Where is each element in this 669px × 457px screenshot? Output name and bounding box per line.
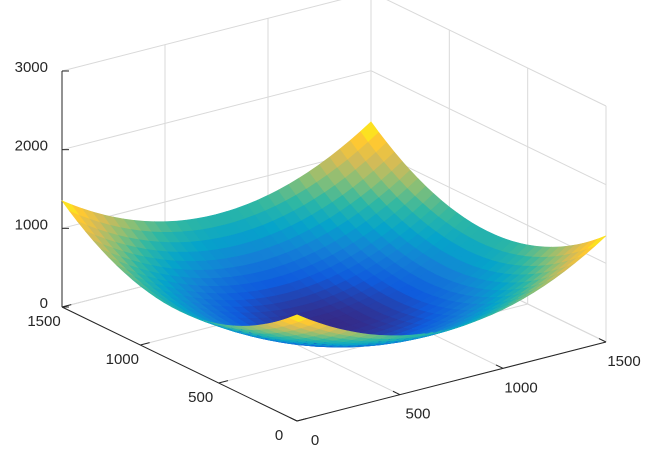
z-tick-label: 3000 (15, 59, 48, 76)
y-axis-line (61, 306, 298, 422)
surface-patch (587, 235, 607, 249)
x-tick-label: 1000 (504, 379, 537, 396)
z-tick-label: 2000 (15, 138, 48, 155)
x-tick-label: 1500 (607, 353, 640, 370)
x-tick-mark (289, 417, 298, 422)
y-tick-label: 500 (188, 389, 213, 406)
y-tick-mark (218, 380, 229, 384)
x-axis-line (296, 341, 607, 422)
z-tick-label: 0 (40, 295, 48, 312)
y-tick-mark (140, 342, 150, 346)
gridline-right-z (386, 0, 607, 107)
y-tick-mark (296, 418, 307, 422)
x-tick-mark (495, 364, 504, 369)
axis-layer (61, 70, 607, 422)
gridline-right-z (370, 148, 607, 264)
y-tick-label: 0 (275, 427, 283, 444)
gridline-right-z (370, 70, 607, 186)
x-tick-label: 500 (405, 406, 430, 423)
x-tick-label: 0 (311, 432, 319, 449)
x-tick-mark (598, 338, 607, 343)
y-tick-label: 1000 (106, 351, 139, 368)
gridline-back-z (61, 148, 372, 229)
gridline-back-z (61, 70, 372, 151)
surface-layer (61, 121, 607, 348)
z-tick-label: 1000 (15, 216, 48, 233)
gridline-back-z (61, 0, 342, 72)
x-tick-mark (392, 390, 401, 396)
y-tick-label: 1500 (27, 313, 60, 330)
